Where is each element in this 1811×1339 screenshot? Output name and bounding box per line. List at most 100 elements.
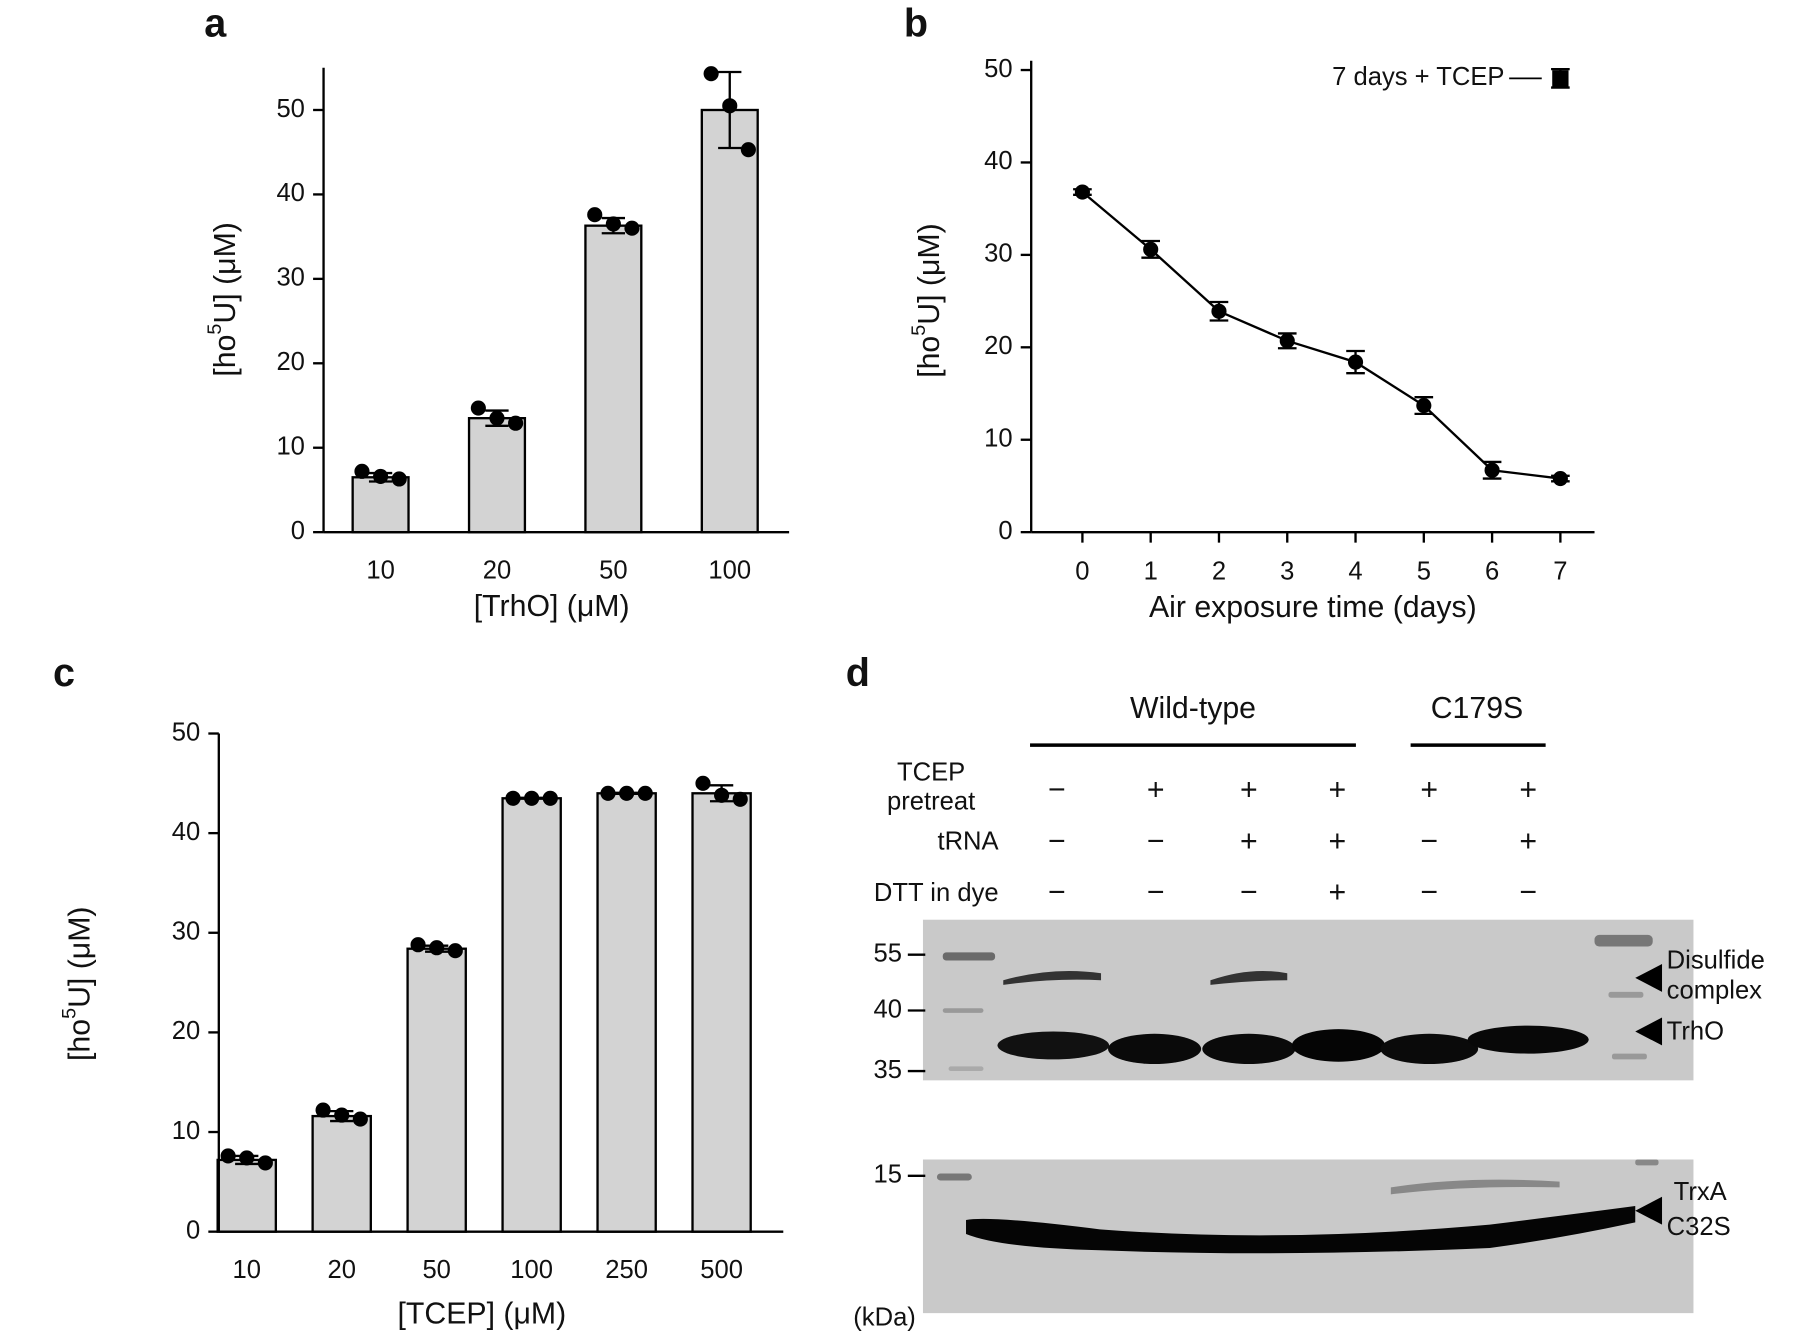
condition-sign: +: [1519, 774, 1537, 807]
replicate-point: [315, 1102, 331, 1118]
y-tick-label: 40: [984, 147, 1012, 175]
y-tick-label: 10: [984, 425, 1012, 453]
replicate-point: [714, 787, 730, 803]
replicate-point: [508, 415, 524, 431]
y-axis-label: [ho5U] (μM): [204, 222, 242, 377]
condition-sign: +: [1240, 825, 1258, 858]
y-tick-label: 50: [984, 55, 1012, 83]
y-tick-label: 50: [172, 718, 200, 746]
y-axis-label-part: U] (μM): [913, 223, 946, 324]
condition-sign: +: [1328, 876, 1346, 909]
row-label: DTT in dye: [874, 879, 999, 907]
panel-label: a: [204, 1, 227, 45]
replicate-point: [605, 216, 621, 232]
replicate-point: [695, 775, 711, 791]
group-label: C179S: [1431, 692, 1524, 725]
x-tick-label: 2: [1212, 558, 1226, 586]
bar: [596, 792, 657, 1233]
replicate-point: [391, 471, 407, 487]
y-axis-label-part: 5: [908, 325, 930, 336]
condition-sign: +: [1519, 825, 1537, 858]
x-tick-label: 10: [233, 1256, 261, 1284]
gel-image: [907, 743, 1694, 1314]
y-tick-label: 50: [276, 95, 304, 123]
y-axis-label: [ho5U] (μM): [908, 223, 946, 378]
replicate-point: [587, 207, 603, 223]
band-label: complex: [1667, 977, 1763, 1005]
marker-label: 55: [874, 939, 902, 967]
y-axis-label-part: [ho: [209, 335, 242, 377]
series-line: [1081, 191, 1561, 480]
replicate-point: [220, 1148, 236, 1164]
replicate-point: [354, 463, 370, 479]
y-tick-label: 0: [291, 517, 305, 545]
replicate-point: [703, 66, 719, 82]
x-tick-label: 20: [327, 1256, 355, 1284]
condition-sign: −: [1420, 825, 1438, 858]
y-axis-label: [ho5U] (μM): [59, 906, 97, 1061]
point: [1416, 397, 1432, 414]
x-tick-label: 10: [366, 556, 394, 584]
x-tick-label: 7: [1553, 558, 1567, 586]
x-tick-label: 1: [1144, 558, 1158, 586]
band-label: Disulfide: [1667, 946, 1765, 974]
replicate-point: [352, 1111, 368, 1127]
legend-label: 7 days + TCEP: [1332, 63, 1504, 91]
y-axis-label-part: U] (μM): [209, 222, 242, 323]
x-tick-label: 5: [1417, 558, 1431, 586]
condition-sign: −: [1240, 876, 1258, 909]
y-tick-label: 20: [984, 332, 1012, 360]
bar: [691, 792, 752, 1233]
y-axis-label-part: U] (μM): [63, 906, 96, 1007]
x-tick-label: 3: [1280, 558, 1294, 586]
replicate-point: [542, 790, 558, 806]
y-tick-label: 40: [276, 179, 304, 207]
point: [1279, 333, 1295, 349]
y-tick-label: 30: [172, 918, 200, 946]
replicate-point: [447, 943, 463, 959]
row-label: tRNA: [937, 828, 999, 856]
condition-sign: +: [1420, 774, 1438, 807]
replicate-point: [505, 790, 521, 806]
condition-sign: −: [1420, 876, 1438, 909]
row-label: TCEP: [897, 758, 965, 786]
bar: [216, 1158, 278, 1233]
point: [1552, 470, 1568, 487]
bar: [351, 476, 410, 534]
band-label: C32S: [1667, 1213, 1731, 1241]
condition-sign: −: [1147, 825, 1165, 858]
bar: [584, 224, 643, 534]
condition-sign: +: [1240, 774, 1258, 807]
replicate-point: [429, 940, 445, 956]
bar: [311, 1114, 372, 1233]
replicate-point: [373, 468, 389, 485]
band-label: TrhO: [1667, 1017, 1724, 1045]
replicate-point: [489, 410, 505, 426]
y-axis-label-part: [ho: [63, 1019, 96, 1061]
point: [1552, 70, 1569, 87]
condition-sign: +: [1328, 774, 1346, 807]
condition-sign: +: [1328, 825, 1346, 858]
x-tick-label: 20: [483, 556, 511, 584]
y-tick-label: 30: [984, 240, 1012, 268]
marker-label: 15: [874, 1161, 902, 1189]
point: [1211, 303, 1227, 319]
x-axis-label: [TrhO] (μM): [474, 590, 630, 623]
point: [1143, 241, 1159, 257]
y-tick-label: 40: [172, 818, 200, 846]
replicate-point: [257, 1155, 273, 1171]
band-label: TrxA: [1674, 1178, 1728, 1206]
x-tick-label: 100: [510, 1256, 553, 1284]
panel-label: b: [904, 1, 928, 45]
x-tick-label: 50: [599, 556, 627, 584]
marker-label: 35: [874, 1056, 902, 1084]
replicate-point: [740, 142, 756, 158]
panel-label: c: [53, 651, 75, 695]
condition-sign: −: [1048, 774, 1066, 807]
replicate-point: [334, 1107, 350, 1123]
x-tick-label: 4: [1348, 558, 1362, 586]
point: [1484, 462, 1500, 478]
point: [1347, 354, 1364, 370]
unit-label: (kDa): [853, 1304, 916, 1332]
replicate-point: [524, 790, 540, 806]
